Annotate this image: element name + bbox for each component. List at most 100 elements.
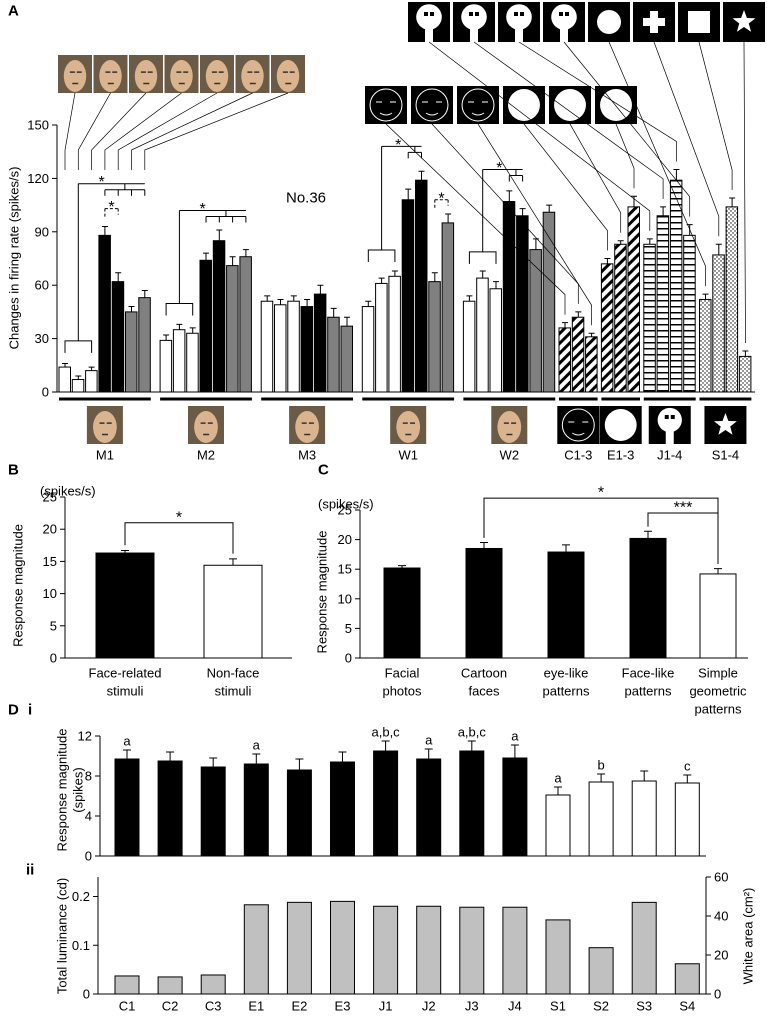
x-tick-label: photos bbox=[382, 684, 422, 699]
bar bbox=[243, 904, 269, 995]
x-tick-label: C1 bbox=[119, 999, 136, 1014]
error-bar bbox=[338, 751, 347, 762]
photo-icon bbox=[170, 60, 193, 92]
photo-icon bbox=[140, 71, 153, 85]
bar bbox=[545, 919, 571, 995]
bar bbox=[459, 750, 485, 857]
bar bbox=[502, 201, 516, 393]
bar bbox=[114, 758, 140, 857]
error-bar bbox=[604, 258, 611, 264]
bar bbox=[125, 311, 138, 393]
pattern-icon bbox=[515, 22, 523, 42]
significance-label: * bbox=[438, 190, 444, 207]
error-bar bbox=[163, 334, 170, 341]
bar bbox=[631, 780, 657, 857]
bar-letter: a,b,c bbox=[372, 725, 401, 740]
bar bbox=[388, 275, 401, 393]
bar bbox=[600, 263, 614, 393]
annotation: No.36 bbox=[286, 190, 326, 207]
bar bbox=[361, 306, 375, 393]
error-bar bbox=[229, 256, 236, 266]
x-tick-label: Face-like bbox=[622, 666, 675, 681]
panel-label: i bbox=[28, 702, 32, 719]
photo-icon bbox=[402, 422, 415, 436]
error-bar bbox=[101, 225, 108, 236]
photo-icon bbox=[396, 411, 421, 443]
error-bar bbox=[466, 295, 473, 302]
connector bbox=[518, 41, 677, 162]
group-label: S1-4 bbox=[712, 448, 739, 463]
photo-icon bbox=[194, 411, 218, 443]
error-bar bbox=[644, 530, 652, 539]
bar bbox=[186, 332, 199, 393]
significance-label: * bbox=[395, 137, 401, 154]
significance-bracket bbox=[367, 145, 422, 263]
pattern-icon bbox=[551, 4, 577, 30]
error-bar bbox=[479, 270, 486, 279]
connector bbox=[385, 123, 566, 315]
group-label: M1 bbox=[96, 448, 114, 463]
pattern-icon bbox=[457, 86, 499, 124]
photo-icon bbox=[295, 411, 319, 443]
error-bar bbox=[510, 744, 519, 758]
error-bar bbox=[277, 298, 284, 305]
error-bar bbox=[631, 195, 637, 207]
tick-label: 0 bbox=[83, 987, 90, 1002]
tick-label: 20 bbox=[714, 948, 728, 963]
x-tick-label: patterns bbox=[543, 684, 590, 699]
bar bbox=[373, 905, 399, 995]
error-bar bbox=[424, 748, 433, 759]
bar bbox=[95, 552, 155, 659]
x-tick-label: J2 bbox=[422, 999, 436, 1014]
connector bbox=[64, 92, 76, 170]
x-tick-label: C2 bbox=[162, 999, 179, 1014]
bar bbox=[260, 300, 274, 393]
bar bbox=[373, 750, 399, 857]
x-tick-label: Non-face bbox=[207, 666, 260, 681]
connector bbox=[608, 41, 706, 287]
x-tick-label: patterns bbox=[625, 684, 672, 699]
error-bar bbox=[673, 169, 680, 181]
photo-icon bbox=[134, 60, 158, 92]
tick-label: 25 bbox=[338, 503, 352, 518]
pattern-icon bbox=[520, 12, 524, 16]
error-bar bbox=[189, 327, 196, 334]
bar bbox=[516, 215, 529, 393]
significance-bracket bbox=[104, 208, 119, 217]
bar bbox=[502, 757, 528, 857]
photo-icon bbox=[176, 71, 189, 85]
bar bbox=[416, 905, 442, 995]
pattern-icon bbox=[470, 22, 478, 42]
bar bbox=[674, 782, 700, 857]
pattern-icon bbox=[411, 86, 453, 124]
bar bbox=[542, 211, 556, 393]
axis-title: Response magnitude bbox=[55, 729, 70, 852]
panel-label: A bbox=[8, 3, 19, 20]
bar bbox=[287, 300, 300, 393]
panel-label: B bbox=[8, 462, 19, 479]
significance-bracket bbox=[647, 512, 719, 564]
bar bbox=[200, 974, 226, 995]
error-bar bbox=[405, 188, 412, 200]
tick-label: 0 bbox=[50, 651, 57, 666]
error-bar bbox=[683, 774, 692, 783]
photo-icon bbox=[69, 71, 82, 85]
error-bar bbox=[714, 568, 722, 574]
error-bar bbox=[702, 293, 709, 300]
bar bbox=[159, 339, 173, 393]
bar bbox=[138, 297, 151, 393]
error-bar bbox=[317, 284, 324, 295]
pattern-icon bbox=[424, 12, 428, 16]
group-label: E1-3 bbox=[607, 448, 634, 463]
axis-title: Changes in firing rate (spikes/s) bbox=[7, 167, 22, 350]
bar bbox=[416, 758, 442, 857]
significance-bracket bbox=[165, 209, 247, 316]
bar bbox=[401, 199, 415, 393]
connector bbox=[653, 41, 720, 237]
significance-label: * bbox=[176, 509, 182, 526]
bar bbox=[699, 298, 712, 393]
x-tick-label: stimuli bbox=[107, 684, 144, 699]
bar bbox=[738, 355, 752, 393]
photo-icon bbox=[276, 60, 300, 92]
